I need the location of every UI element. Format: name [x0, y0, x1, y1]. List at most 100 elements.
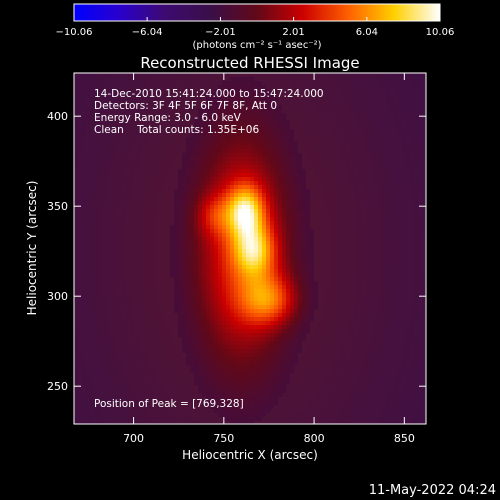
heatmap-cell [86, 285, 91, 290]
heatmap-cell [374, 125, 379, 130]
heatmap-cell [154, 165, 159, 170]
heatmap-cell [274, 85, 279, 90]
heatmap-cell [302, 285, 307, 290]
heatmap-cell [150, 153, 155, 158]
heatmap-cell [294, 253, 299, 258]
heatmap-cell [298, 193, 303, 198]
heatmap-cell [398, 281, 403, 286]
heatmap-cell [414, 157, 419, 162]
heatmap-cell [110, 209, 115, 214]
heatmap-cell [418, 217, 423, 222]
heatmap-cell [370, 157, 375, 162]
heatmap-cell [370, 193, 375, 198]
heatmap-cell [394, 253, 399, 258]
heatmap-cell [178, 181, 183, 186]
heatmap-cell [78, 297, 83, 302]
heatmap-cell [246, 233, 251, 238]
heatmap-cell [162, 97, 167, 102]
heatmap-cell [302, 129, 307, 134]
heatmap-cell [198, 169, 203, 174]
heatmap-cell [166, 289, 171, 294]
heatmap-cell [242, 189, 247, 194]
heatmap-cell [326, 157, 331, 162]
heatmap-cell [366, 213, 371, 218]
heatmap-cell [190, 217, 195, 222]
heatmap-cell [406, 85, 411, 90]
heatmap-cell [374, 193, 379, 198]
heatmap-cell [254, 177, 259, 182]
heatmap-cell [342, 269, 347, 274]
heatmap-cell [110, 253, 115, 258]
heatmap-cell [366, 245, 371, 250]
heatmap-cell [162, 133, 167, 138]
heatmap-cell [358, 77, 363, 82]
heatmap-cell [294, 161, 299, 166]
heatmap-cell [114, 113, 119, 118]
heatmap-cell [238, 197, 243, 202]
heatmap-cell [242, 89, 247, 94]
heatmap-cell [126, 289, 131, 294]
heatmap-cell [330, 169, 335, 174]
heatmap-cell [414, 109, 419, 114]
heatmap-cell [86, 217, 91, 222]
heatmap-cell [134, 253, 139, 258]
heatmap-cell [146, 149, 151, 154]
heatmap-cell [94, 141, 99, 146]
heatmap-cell [170, 109, 175, 114]
heatmap-cell [334, 165, 339, 170]
heatmap-cell [414, 105, 419, 110]
heatmap-cell [234, 177, 239, 182]
heatmap-cell [294, 81, 299, 86]
heatmap-cell [354, 141, 359, 146]
heatmap-cell [158, 245, 163, 250]
heatmap-cell [114, 145, 119, 150]
heatmap-cell [294, 293, 299, 298]
heatmap-cell [106, 173, 111, 178]
heatmap-cell [282, 125, 287, 130]
heatmap-cell [98, 133, 103, 138]
heatmap-cell [94, 189, 99, 194]
heatmap-cell [222, 241, 227, 246]
heatmap-cell [94, 89, 99, 94]
heatmap-cell [178, 173, 183, 178]
heatmap-cell [326, 113, 331, 118]
heatmap-cell [254, 153, 259, 158]
heatmap-cell [154, 205, 159, 210]
heatmap-cell [106, 197, 111, 202]
heatmap-cell [270, 117, 275, 122]
heatmap-cell [90, 97, 95, 102]
heatmap-cell [102, 217, 107, 222]
heatmap-cell [218, 201, 223, 206]
heatmap-cell [418, 221, 423, 226]
heatmap-cell [278, 145, 283, 150]
heatmap-cell [322, 133, 327, 138]
heatmap-cell [222, 201, 227, 206]
heatmap-cell [102, 173, 107, 178]
heatmap-cell [262, 225, 267, 230]
heatmap-cell [330, 117, 335, 122]
heatmap-cell [126, 277, 131, 282]
heatmap-cell [182, 121, 187, 126]
heatmap-cell [378, 237, 383, 242]
heatmap-cell [94, 289, 99, 294]
heatmap-cell [222, 161, 227, 166]
heatmap-cell [130, 81, 135, 86]
heatmap-cell [106, 125, 111, 130]
heatmap-cell [138, 105, 143, 110]
heatmap-cell [374, 177, 379, 182]
heatmap-cell [302, 173, 307, 178]
heatmap-cell [354, 157, 359, 162]
heatmap-cell [334, 177, 339, 182]
heatmap-cell [246, 221, 251, 226]
heatmap-cell [166, 177, 171, 182]
heatmap-cell [422, 169, 426, 174]
heatmap-cell [314, 73, 319, 78]
heatmap-cell [166, 261, 171, 266]
heatmap-cell [258, 225, 263, 230]
heatmap-cell [110, 257, 115, 262]
heatmap-cell [306, 133, 311, 138]
heatmap-cell [398, 217, 403, 222]
heatmap-cell [82, 297, 87, 302]
heatmap-cell [122, 221, 127, 226]
heatmap-cell [106, 297, 111, 302]
